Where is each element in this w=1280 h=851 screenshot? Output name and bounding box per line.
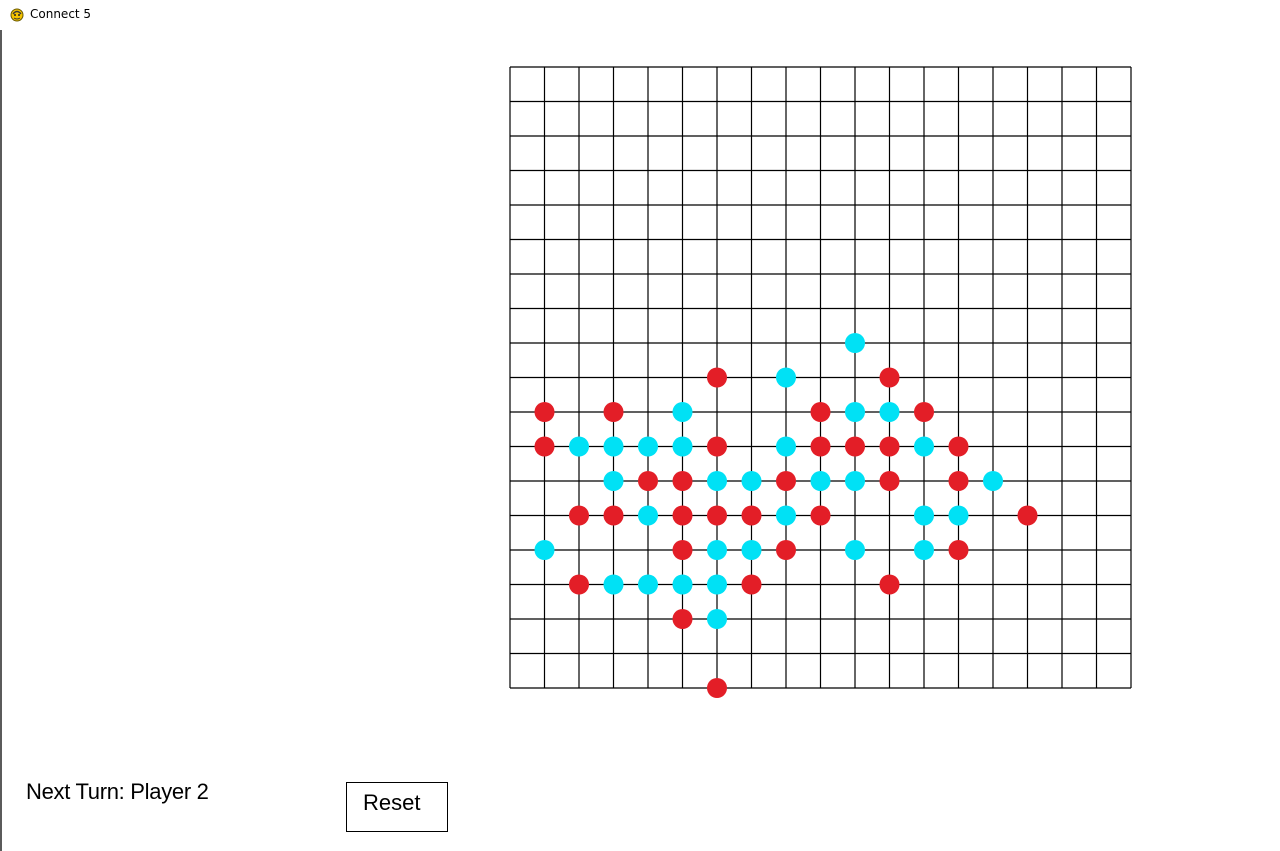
red-piece <box>707 367 727 388</box>
red-piece <box>776 540 796 560</box>
reset-button[interactable]: Reset <box>346 782 448 832</box>
cyan-piece <box>914 505 934 526</box>
red-piece <box>879 367 900 388</box>
cyan-piece <box>707 540 727 560</box>
cyan-piece <box>603 574 624 595</box>
red-piece <box>776 471 796 491</box>
red-piece <box>845 436 865 457</box>
red-piece <box>810 402 831 422</box>
cyan-piece <box>707 609 727 629</box>
red-piece <box>569 505 589 526</box>
red-piece <box>672 505 693 526</box>
red-piece <box>672 471 693 491</box>
window-border <box>0 0 2 851</box>
cyan-piece <box>845 333 865 353</box>
red-piece <box>707 505 727 526</box>
cyan-piece <box>707 574 727 595</box>
reset-button-label: Reset <box>363 790 421 815</box>
cyan-piece <box>638 505 658 526</box>
red-piece <box>534 402 555 422</box>
red-piece <box>741 574 762 595</box>
red-piece <box>707 436 727 457</box>
red-piece <box>879 436 900 457</box>
red-piece <box>879 471 900 491</box>
cyan-piece <box>845 540 865 560</box>
red-piece <box>879 574 900 595</box>
red-piece <box>810 505 831 526</box>
red-piece <box>707 678 727 698</box>
cyan-piece <box>603 471 624 491</box>
red-piece <box>672 540 693 560</box>
cyan-piece <box>810 471 831 491</box>
cyan-piece <box>707 471 727 491</box>
red-piece <box>741 505 762 526</box>
cyan-piece <box>879 402 900 422</box>
cyan-piece <box>845 402 865 422</box>
red-piece <box>914 402 934 422</box>
red-piece <box>948 471 969 491</box>
cyan-piece <box>983 471 1003 491</box>
next-turn-label: Next Turn: Player 2 <box>26 779 209 804</box>
red-piece <box>948 540 969 560</box>
cyan-piece <box>672 402 693 422</box>
cyan-piece <box>948 505 969 526</box>
cyan-piece <box>776 436 796 457</box>
window-title: Connect 5 <box>30 7 92 21</box>
cyan-piece <box>914 540 934 560</box>
red-piece <box>1017 505 1038 526</box>
title-bar: Connect 5 <box>0 0 1280 30</box>
red-piece <box>638 471 658 491</box>
cyan-piece <box>776 505 796 526</box>
cyan-piece <box>638 436 658 457</box>
cyan-piece <box>603 436 624 457</box>
red-piece <box>672 609 693 629</box>
cyan-piece <box>914 436 934 457</box>
cyan-piece <box>776 367 796 388</box>
board-grid <box>509 66 1132 689</box>
pygame-snake-icon <box>10 8 24 22</box>
cyan-piece <box>741 471 762 491</box>
red-piece <box>569 574 589 595</box>
cyan-piece <box>672 436 693 457</box>
cyan-piece <box>672 574 693 595</box>
cyan-piece <box>534 540 555 560</box>
cyan-piece <box>845 471 865 491</box>
red-piece <box>810 436 831 457</box>
cyan-piece <box>638 574 658 595</box>
cyan-piece <box>741 540 762 560</box>
pieces-layer <box>534 333 1038 698</box>
red-piece <box>948 436 969 457</box>
cyan-piece <box>569 436 589 457</box>
red-piece <box>534 436 555 457</box>
red-piece <box>603 505 624 526</box>
red-piece <box>603 402 624 422</box>
